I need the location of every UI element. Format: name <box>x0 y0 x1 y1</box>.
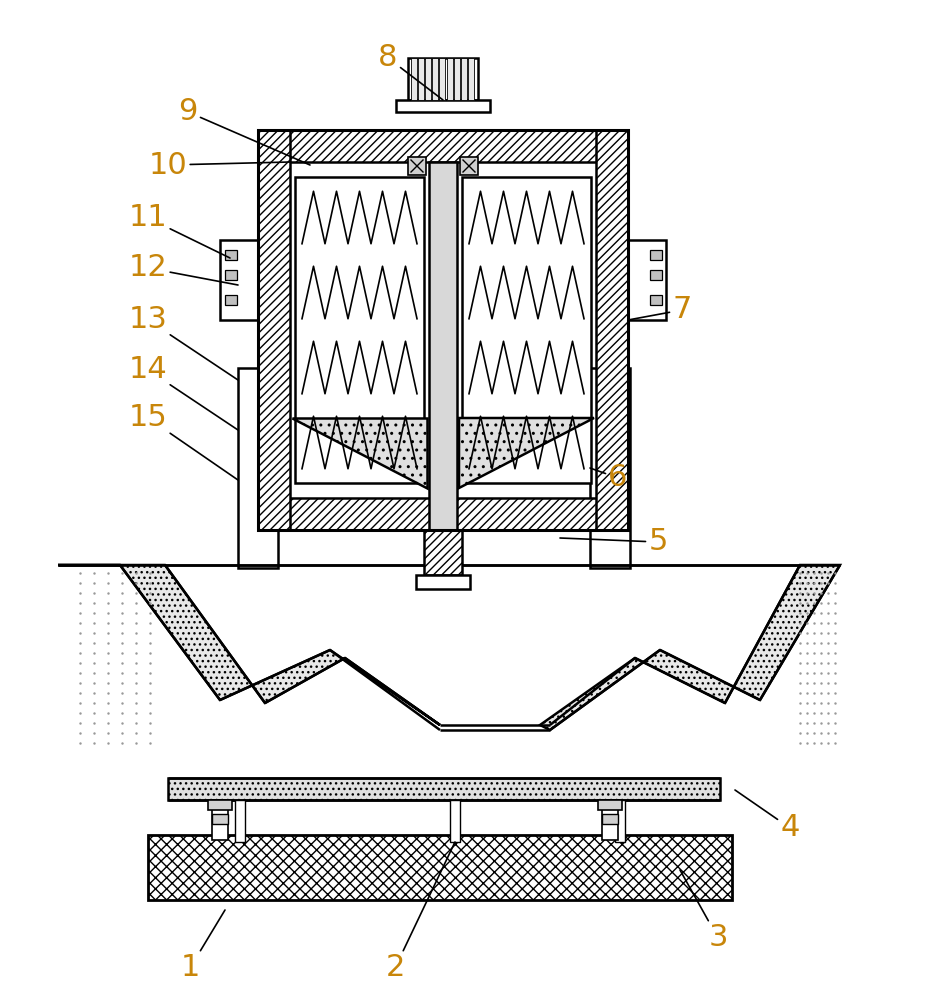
Bar <box>238 368 278 568</box>
Bar <box>596 130 628 530</box>
Bar <box>225 295 237 305</box>
Text: 1: 1 <box>181 910 225 982</box>
Bar <box>590 368 630 568</box>
Bar <box>446 58 453 100</box>
Bar <box>424 530 462 575</box>
Text: 15: 15 <box>129 403 238 480</box>
Bar <box>416 575 470 589</box>
Bar <box>432 58 438 100</box>
Bar <box>460 157 478 175</box>
Text: 6: 6 <box>590 464 628 492</box>
Bar <box>615 800 625 842</box>
Polygon shape <box>292 418 427 488</box>
Bar <box>212 800 228 840</box>
Bar <box>408 58 478 100</box>
Bar <box>396 100 490 112</box>
Bar <box>450 800 460 842</box>
Bar <box>461 58 467 100</box>
Bar <box>650 250 662 260</box>
Bar <box>462 177 591 483</box>
Bar <box>408 157 426 175</box>
Bar <box>454 58 459 100</box>
Bar <box>650 270 662 280</box>
Polygon shape <box>540 565 840 730</box>
Bar <box>419 58 424 100</box>
Text: 13: 13 <box>129 306 238 380</box>
Polygon shape <box>58 565 440 725</box>
Bar <box>235 800 245 842</box>
Bar <box>258 130 628 530</box>
Bar <box>440 58 445 100</box>
Bar <box>425 58 432 100</box>
Text: 3: 3 <box>680 870 728 952</box>
Text: 14: 14 <box>129 356 238 430</box>
Bar <box>168 778 720 800</box>
Bar <box>148 835 732 900</box>
Bar <box>602 814 618 824</box>
Bar <box>212 814 228 824</box>
Text: 7: 7 <box>628 296 692 324</box>
Text: 12: 12 <box>129 253 238 285</box>
Text: 9: 9 <box>179 98 310 165</box>
Text: 11: 11 <box>129 204 230 258</box>
Text: 8: 8 <box>378 43 443 100</box>
Bar <box>650 295 662 305</box>
Polygon shape <box>459 418 594 488</box>
Bar <box>225 270 237 280</box>
Bar <box>468 58 474 100</box>
Bar <box>602 800 618 840</box>
Bar <box>429 162 457 530</box>
Bar <box>295 177 424 483</box>
Bar <box>628 240 666 320</box>
Text: 10: 10 <box>149 150 290 180</box>
Bar <box>258 130 290 530</box>
Bar <box>258 130 628 162</box>
Bar <box>220 240 258 320</box>
Bar <box>208 800 232 810</box>
Bar <box>598 800 622 810</box>
Bar <box>258 498 628 530</box>
Text: 5: 5 <box>560 528 668 556</box>
Text: 2: 2 <box>385 842 455 982</box>
Bar <box>225 250 237 260</box>
Bar <box>411 58 417 100</box>
Text: 4: 4 <box>735 790 800 842</box>
